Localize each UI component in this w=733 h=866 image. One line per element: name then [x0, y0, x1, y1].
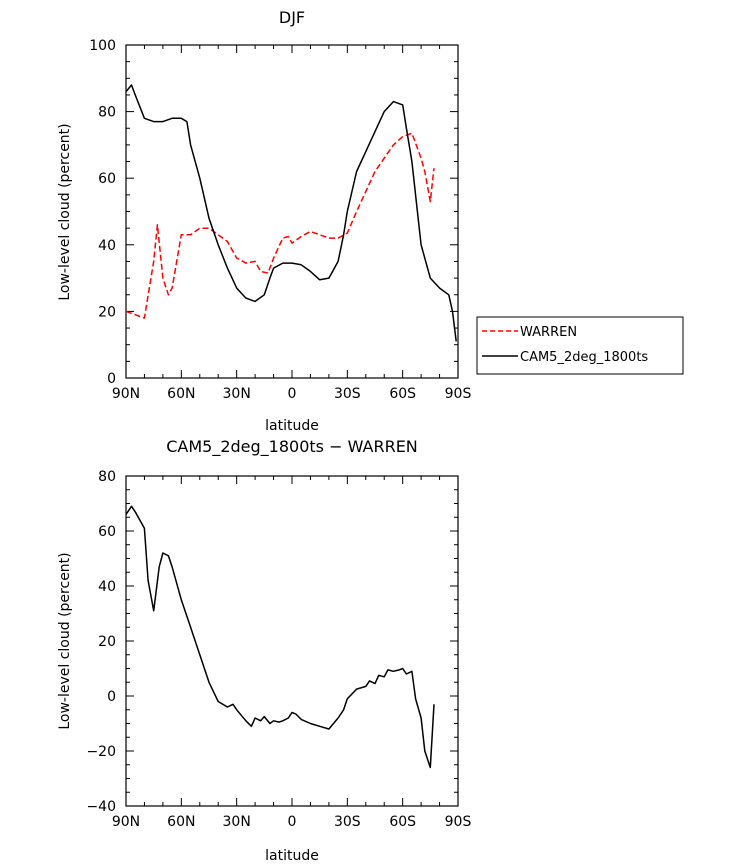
- y-tick-label: 20: [98, 634, 116, 650]
- bottom-x-axis-label: latitude: [265, 848, 319, 864]
- bottom-chart-title: CAM5_2deg_1800ts − WARREN: [166, 437, 418, 457]
- top-x-axis-label: latitude: [265, 418, 319, 434]
- y-tick-label: −40: [86, 799, 116, 815]
- legend-box: [476, 316, 684, 375]
- y-tick-label: 80: [98, 469, 116, 485]
- y-tick-label: 40: [98, 579, 116, 595]
- series-line-cam5-2deg-1800ts: [125, 84, 457, 342]
- legend-label-warren: WARREN: [520, 325, 577, 340]
- x-tick-label: 60S: [389, 386, 416, 402]
- x-tick-label: 90S: [445, 814, 472, 830]
- plot-frame: [125, 475, 459, 807]
- x-tick-label: 90S: [445, 386, 472, 402]
- y-tick-label: 60: [98, 524, 116, 540]
- y-tick-label: 40: [98, 238, 116, 254]
- x-tick-label: 30N: [223, 814, 251, 830]
- x-tick-label: 90N: [112, 386, 140, 402]
- x-tick-label: 60N: [167, 386, 195, 402]
- series-line-0: [125, 505, 435, 769]
- legend: WARREN CAM5_2deg_1800ts: [476, 316, 684, 375]
- y-tick-label: 0: [107, 689, 116, 705]
- x-tick-label: 30S: [334, 386, 361, 402]
- y-tick-label: −20: [86, 744, 116, 760]
- x-tick-label: 30S: [334, 814, 361, 830]
- y-tick-label: 100: [89, 38, 116, 54]
- x-tick-label: 90N: [112, 814, 140, 830]
- x-tick-label: 60N: [167, 814, 195, 830]
- bottom-panel: CAM5_2deg_1800ts − WARREN 90N 60N 30N 0 30S 6…: [57, 437, 471, 864]
- top-panel: DJF 90N 60N 30N 0 30S 60S 90S 0 20 40 60 80 100 lati…: [57, 8, 471, 434]
- top-chart-title: DJF: [279, 8, 305, 27]
- x-tick-label: 0: [288, 386, 297, 402]
- x-tick-label: 0: [288, 814, 297, 830]
- x-tick-label: 30N: [223, 386, 251, 402]
- bottom-plot-area: 90N 60N 30N 0 30S 60S 90S −40 −20 0 20 40 60 80: [86, 469, 471, 830]
- top-y-axis-label: Low-level cloud (percent): [57, 123, 73, 300]
- top-plot-area: 90N 60N 30N 0 30S 60S 90S 0 20 40 60 80 100: [89, 38, 471, 402]
- legend-label-cam5: CAM5_2deg_1800ts: [520, 350, 648, 365]
- y-tick-label: 0: [107, 371, 116, 387]
- series-line-warren: [125, 132, 435, 319]
- plot-frame: [125, 44, 459, 379]
- y-tick-label: 60: [98, 171, 116, 187]
- y-tick-label: 80: [98, 105, 116, 121]
- x-tick-label: 60S: [389, 814, 416, 830]
- y-tick-label: 20: [98, 304, 116, 320]
- bottom-y-axis-label: Low-level cloud (percent): [57, 552, 73, 729]
